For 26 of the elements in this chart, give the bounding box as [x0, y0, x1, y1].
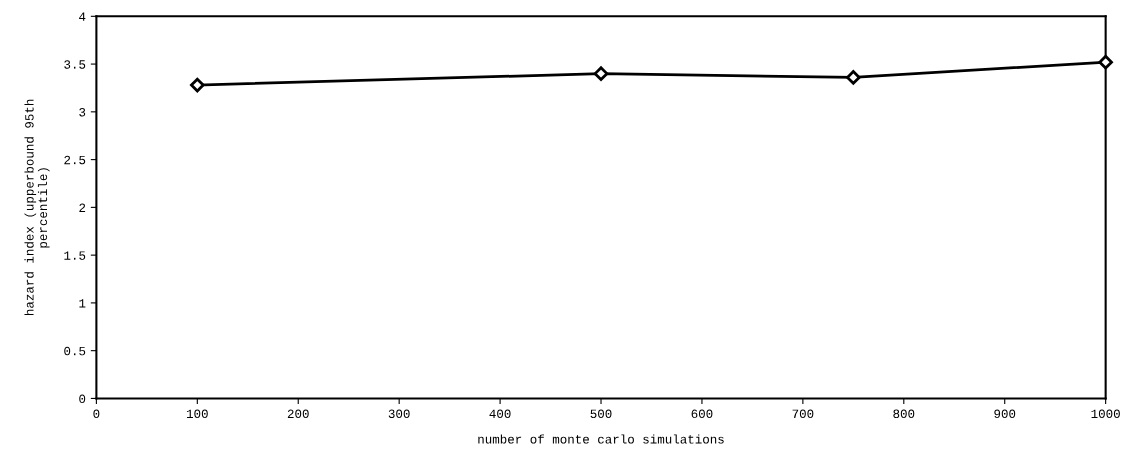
- x-tick-label: 900: [994, 409, 1016, 419]
- x-tick-label: 100: [186, 409, 208, 419]
- y-axis-title: hazard index (upperbound 95th percentile): [24, 99, 50, 316]
- y-tick-label: 2.5: [64, 155, 86, 165]
- x-tick-label: 1000: [1091, 409, 1120, 419]
- point: [1098, 54, 1113, 70]
- point: [593, 66, 609, 81]
- x-tick-label: 600: [691, 409, 713, 419]
- x-tick-label: 0: [93, 409, 100, 419]
- x-tick-label: 500: [590, 409, 612, 419]
- x-tick-label: 800: [893, 409, 915, 419]
- point: [190, 77, 205, 93]
- y-tick-label: 0.5: [64, 346, 86, 356]
- y-tick-label: 0: [79, 394, 86, 404]
- y-tick-label: 2: [79, 203, 86, 212]
- x-tick-label: 700: [792, 409, 814, 419]
- y-tick-label: 3.5: [64, 60, 86, 69]
- y-tick-label: 4: [79, 12, 86, 21]
- y-tick-label: 1.5: [64, 251, 86, 260]
- point: [846, 70, 861, 85]
- x-tick-label: 200: [287, 409, 309, 419]
- x-axis-title: number of monte carlo simulations: [478, 434, 724, 444]
- x-tick-label: 400: [489, 409, 511, 419]
- x-tick-label: 300: [388, 409, 410, 419]
- y-tick-label: 1: [79, 299, 86, 308]
- y-tick-label: 3: [79, 108, 86, 117]
